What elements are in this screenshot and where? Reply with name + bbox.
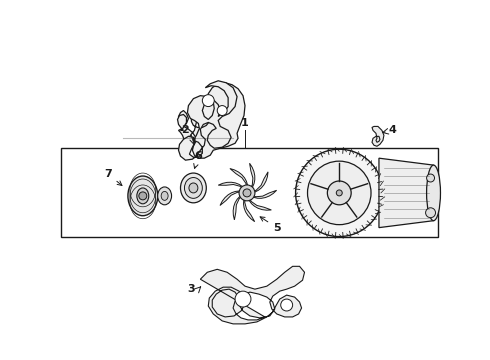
Ellipse shape <box>180 173 206 203</box>
Text: 4: 4 <box>389 125 397 135</box>
Circle shape <box>217 105 227 116</box>
Circle shape <box>427 174 435 182</box>
Polygon shape <box>218 182 245 190</box>
Circle shape <box>239 185 255 201</box>
Ellipse shape <box>184 177 202 198</box>
Polygon shape <box>178 81 237 160</box>
Polygon shape <box>233 194 244 220</box>
Text: 2: 2 <box>181 125 189 135</box>
Polygon shape <box>249 163 255 190</box>
Circle shape <box>235 291 251 307</box>
Polygon shape <box>250 190 277 198</box>
Text: 7: 7 <box>104 169 122 185</box>
Ellipse shape <box>158 187 172 205</box>
Polygon shape <box>244 196 255 222</box>
Circle shape <box>202 95 214 107</box>
Polygon shape <box>220 191 244 206</box>
Ellipse shape <box>189 183 198 193</box>
Bar <box>61 148 439 237</box>
Ellipse shape <box>161 192 168 201</box>
Text: 5: 5 <box>260 217 281 233</box>
Circle shape <box>281 299 293 311</box>
Polygon shape <box>372 126 384 146</box>
Polygon shape <box>177 114 187 130</box>
Circle shape <box>139 192 147 200</box>
Circle shape <box>295 149 383 237</box>
Polygon shape <box>379 158 434 228</box>
Polygon shape <box>248 196 271 210</box>
Text: 1: 1 <box>241 118 249 129</box>
Polygon shape <box>200 266 305 324</box>
Polygon shape <box>230 168 248 190</box>
Ellipse shape <box>128 176 158 216</box>
Circle shape <box>243 189 251 197</box>
Circle shape <box>336 190 342 196</box>
Ellipse shape <box>137 188 149 204</box>
Text: 6: 6 <box>194 151 202 168</box>
Polygon shape <box>250 172 268 193</box>
Text: 3: 3 <box>188 284 196 294</box>
Ellipse shape <box>427 165 441 221</box>
Circle shape <box>426 208 436 218</box>
Circle shape <box>327 181 351 205</box>
Polygon shape <box>178 83 245 158</box>
Circle shape <box>308 161 371 225</box>
